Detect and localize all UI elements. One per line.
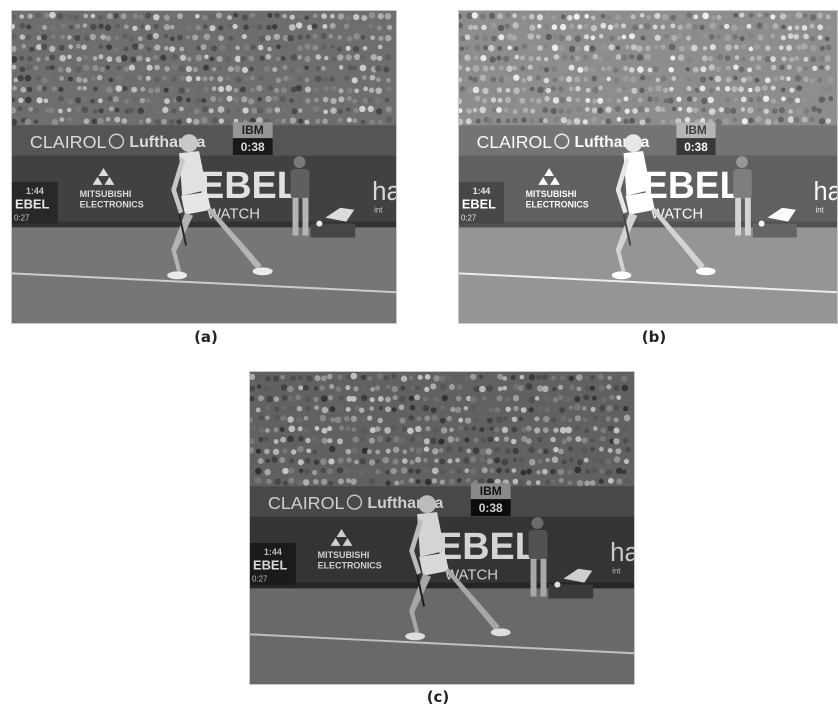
right-logo: ha	[610, 539, 634, 567]
board-top: 1:44	[26, 186, 44, 196]
caption-b: (b)	[641, 328, 667, 346]
tennis-player	[167, 134, 273, 280]
ibm-label: IBM	[685, 123, 707, 137]
crowd	[12, 11, 393, 126]
image-panel-b: CLAIROL Lufthansa IBM 0:38 1:44 EBEL 0:27 MITSU…	[458, 10, 838, 324]
mitsubishi-line2: ELECTRONICS	[80, 200, 144, 210]
clock-label: 0:38	[241, 140, 265, 154]
mitsubishi-line1: MITSUBISHI	[526, 189, 577, 199]
banner-clairol: CLAIROL	[30, 132, 107, 152]
right-logo: ha	[813, 178, 837, 206]
board-top: 1:44	[264, 547, 282, 557]
board-bottom: 0:27	[14, 214, 30, 223]
ibm-label: IBM	[480, 484, 502, 498]
banner-clairol: CLAIROL	[477, 132, 553, 152]
right-logo-sub: int	[612, 567, 621, 576]
scene-image: CLAIROL LufthansaIBM0:381:44EBEL0:27MITSU…	[250, 372, 634, 684]
right-logo-sub: int	[815, 206, 824, 215]
ebel-logo: EBEL	[437, 526, 538, 568]
ebel-logo: EBEL	[199, 165, 300, 207]
mitsubishi-line1: MITSUBISHI	[318, 550, 370, 560]
ebel-logo: EBEL	[643, 164, 742, 206]
crowd	[459, 11, 835, 126]
mitsubishi-line1: MITSUBISHI	[80, 189, 132, 199]
board-ebel: EBEL	[253, 558, 288, 573]
mitsubishi-line2: ELECTRONICS	[318, 561, 382, 571]
board-top: 1:44	[473, 186, 491, 196]
line-judge	[528, 517, 561, 597]
mitsubishi-line2: ELECTRONICS	[526, 200, 589, 210]
image-panel-a: CLAIROL Lufthansa IBM 0:38 1:44 EBEL 0:27 MITSU…	[11, 10, 397, 324]
scene-image: CLAIROL LufthansaIBM0:381:44EBEL0:27MITSU…	[12, 11, 396, 323]
line-judge	[290, 156, 323, 236]
tennis-player	[405, 495, 511, 641]
board-bottom: 0:27	[461, 214, 476, 223]
image-panel-c: CLAIROL Lufthansa IBM 0:38 1:44 EBEL 0:27 MITSU…	[249, 371, 635, 685]
board-ebel: EBEL	[15, 197, 50, 212]
caption-c: (c)	[426, 688, 450, 706]
caption-a: (a)	[194, 328, 218, 346]
board-bottom: 0:27	[252, 575, 268, 584]
right-logo: ha	[372, 178, 396, 206]
ibm-label: IBM	[242, 123, 264, 137]
crowd	[250, 372, 631, 487]
scene-image: CLAIROL LufthansaIBM0:381:44EBEL0:27MITSU…	[459, 11, 837, 323]
clock-label: 0:38	[684, 140, 708, 154]
right-logo-sub: int	[374, 206, 383, 215]
board-ebel: EBEL	[462, 197, 496, 212]
tennis-player	[611, 134, 716, 280]
clock-label: 0:38	[479, 501, 503, 515]
banner-clairol: CLAIROL	[268, 493, 345, 513]
line-judge	[733, 156, 765, 236]
